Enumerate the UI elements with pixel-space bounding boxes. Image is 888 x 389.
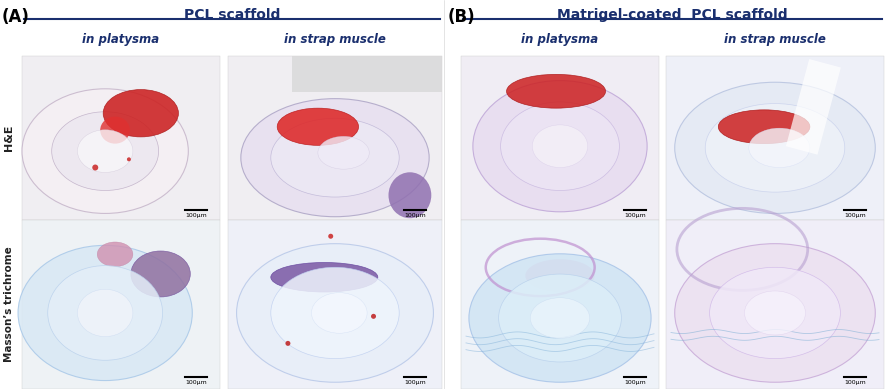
Text: (A): (A) (2, 8, 30, 26)
Text: 100μm: 100μm (404, 213, 426, 218)
Ellipse shape (127, 157, 131, 161)
Text: PCL scaffold: PCL scaffold (184, 8, 281, 22)
Ellipse shape (277, 108, 359, 145)
Text: 100μm: 100μm (844, 213, 866, 218)
Ellipse shape (98, 242, 133, 266)
Ellipse shape (52, 112, 159, 191)
Bar (461, 220, 659, 389)
Ellipse shape (18, 245, 193, 380)
Ellipse shape (77, 289, 133, 336)
Bar (22, 220, 220, 389)
Ellipse shape (506, 74, 606, 108)
Text: 100μm: 100μm (185, 213, 207, 218)
Ellipse shape (271, 263, 377, 292)
Text: in strap muscle: in strap muscle (724, 33, 826, 46)
Bar (666, 220, 884, 389)
Text: 100μm: 100μm (624, 380, 646, 385)
Text: Masson’s trichrome: Masson’s trichrome (4, 247, 14, 363)
Ellipse shape (236, 244, 433, 382)
Ellipse shape (271, 267, 400, 359)
Ellipse shape (501, 102, 620, 191)
Ellipse shape (675, 244, 876, 382)
Text: 100μm: 100μm (404, 380, 426, 385)
Ellipse shape (532, 125, 588, 168)
Ellipse shape (473, 81, 647, 212)
Bar (461, 56, 659, 220)
Text: 100μm: 100μm (185, 380, 207, 385)
Ellipse shape (469, 254, 651, 382)
Text: in platysma: in platysma (521, 33, 599, 46)
Ellipse shape (744, 291, 805, 335)
Ellipse shape (131, 251, 190, 297)
Bar (22, 56, 220, 220)
Ellipse shape (77, 130, 133, 172)
Bar (228, 220, 442, 389)
Ellipse shape (675, 82, 876, 214)
Ellipse shape (48, 266, 163, 360)
Ellipse shape (318, 137, 369, 169)
Ellipse shape (271, 118, 400, 197)
Bar (228, 56, 442, 220)
Ellipse shape (92, 165, 99, 170)
Bar (292, 56, 442, 92)
Text: Matrigel-coated  PCL scaffold: Matrigel-coated PCL scaffold (557, 8, 788, 22)
Text: in platysma: in platysma (83, 33, 160, 46)
Text: (B): (B) (448, 8, 476, 26)
Text: 100μm: 100μm (844, 380, 866, 385)
Ellipse shape (718, 110, 810, 144)
Ellipse shape (329, 234, 333, 239)
Ellipse shape (22, 89, 188, 214)
Ellipse shape (530, 298, 590, 338)
Ellipse shape (100, 117, 130, 144)
Bar (666, 56, 884, 220)
Text: 100μm: 100μm (624, 213, 646, 218)
Ellipse shape (312, 293, 367, 333)
Ellipse shape (499, 274, 622, 362)
Ellipse shape (103, 89, 178, 137)
Ellipse shape (241, 99, 429, 217)
Bar (786, 59, 841, 155)
Ellipse shape (705, 103, 844, 192)
Text: H&E: H&E (4, 125, 14, 151)
Ellipse shape (285, 341, 290, 346)
Ellipse shape (371, 314, 376, 319)
Ellipse shape (389, 172, 432, 218)
Text: in strap muscle: in strap muscle (284, 33, 386, 46)
Ellipse shape (710, 267, 840, 359)
Ellipse shape (749, 128, 810, 168)
Ellipse shape (526, 259, 595, 292)
